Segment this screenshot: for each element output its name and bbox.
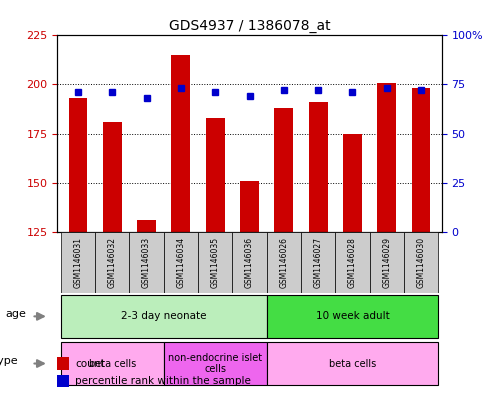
Bar xyxy=(412,88,431,232)
Text: GSM1146030: GSM1146030 xyxy=(417,237,426,288)
Bar xyxy=(343,134,362,232)
Bar xyxy=(61,232,95,293)
Bar xyxy=(61,295,266,338)
Text: beta cells: beta cells xyxy=(89,358,136,369)
Bar xyxy=(172,55,190,232)
Bar xyxy=(61,342,164,385)
Text: 10 week adult: 10 week adult xyxy=(315,311,389,321)
Text: non-endocrine islet
cells: non-endocrine islet cells xyxy=(168,353,262,374)
Bar xyxy=(370,232,404,293)
Title: GDS4937 / 1386078_at: GDS4937 / 1386078_at xyxy=(169,19,330,33)
Bar xyxy=(335,232,370,293)
Bar xyxy=(404,232,438,293)
Bar xyxy=(274,108,293,232)
Bar xyxy=(103,122,122,232)
Text: GSM1146036: GSM1146036 xyxy=(245,237,254,288)
Text: GSM1146034: GSM1146034 xyxy=(176,237,186,288)
Bar xyxy=(68,98,87,232)
Text: GSM1146032: GSM1146032 xyxy=(108,237,117,288)
Bar xyxy=(57,357,69,369)
Text: GSM1146026: GSM1146026 xyxy=(279,237,288,288)
Bar xyxy=(206,118,225,232)
Bar xyxy=(57,375,69,387)
Bar xyxy=(95,232,129,293)
Text: 2-3 day neonate: 2-3 day neonate xyxy=(121,311,207,321)
Bar xyxy=(240,181,259,232)
Bar xyxy=(164,342,266,385)
Bar xyxy=(233,232,266,293)
Text: GSM1146029: GSM1146029 xyxy=(382,237,391,288)
Text: GSM1146031: GSM1146031 xyxy=(73,237,82,288)
Bar xyxy=(198,232,233,293)
Text: age: age xyxy=(5,309,26,319)
Text: GSM1146027: GSM1146027 xyxy=(313,237,323,288)
Text: count: count xyxy=(75,358,105,369)
Bar xyxy=(309,102,327,232)
Bar xyxy=(266,342,438,385)
Bar xyxy=(164,232,198,293)
Text: cell type: cell type xyxy=(0,356,17,366)
Bar xyxy=(266,232,301,293)
Bar xyxy=(301,232,335,293)
Text: GSM1146028: GSM1146028 xyxy=(348,237,357,288)
Text: beta cells: beta cells xyxy=(329,358,376,369)
Bar xyxy=(266,295,438,338)
Bar xyxy=(137,220,156,232)
Text: GSM1146033: GSM1146033 xyxy=(142,237,151,288)
Text: percentile rank within the sample: percentile rank within the sample xyxy=(75,376,251,386)
Bar xyxy=(129,232,164,293)
Bar xyxy=(377,83,396,232)
Text: GSM1146035: GSM1146035 xyxy=(211,237,220,288)
